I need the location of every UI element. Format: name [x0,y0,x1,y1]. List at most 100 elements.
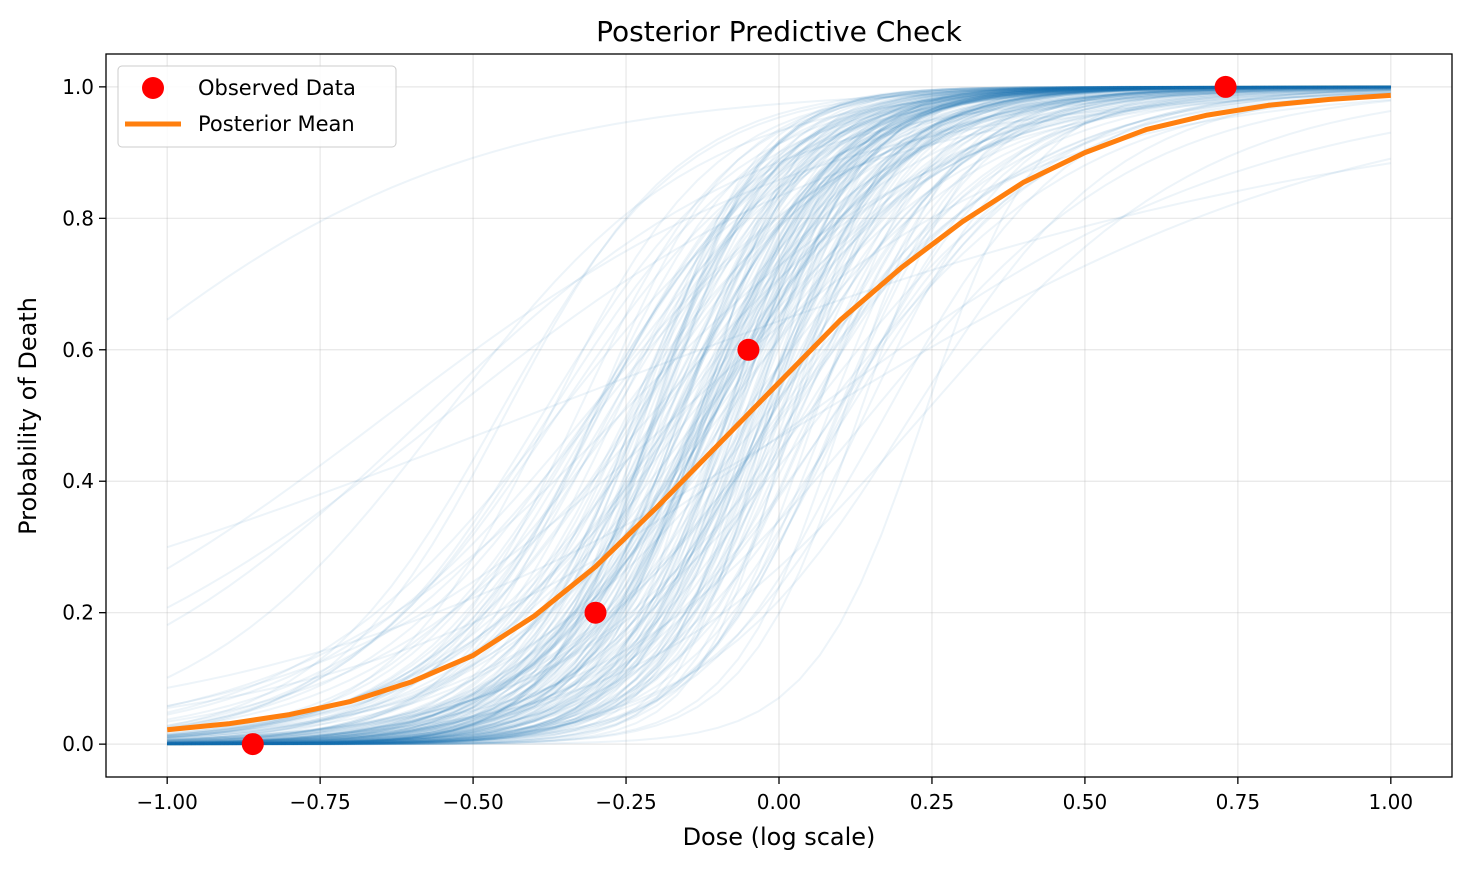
posterior-sample-line [167,86,1391,738]
posterior-sample-line [167,86,1391,739]
posterior-sample-line [167,90,1391,741]
posterior-sample-line [167,86,1391,745]
posterior-sample-line [167,85,1391,745]
posterior-sample-line [167,86,1391,746]
posterior-sample-line [167,85,1391,745]
posterior-sample-line [167,86,1391,737]
posterior-sample-line [167,88,1391,745]
posterior-sample-line [167,85,1391,743]
posterior-sample-line [167,92,1391,745]
posterior-sample-line [167,86,1391,744]
posterior-sample-line [167,92,1391,738]
posterior-sample-line [167,85,1391,746]
x-tick-label: 1.00 [1369,790,1414,814]
posterior-sample-line [167,85,1391,745]
posterior-sample-line [167,86,1391,736]
posterior-sample-line [167,85,1391,745]
y-tick-label: 0.0 [62,732,94,756]
posterior-sample-line [167,86,1391,738]
posterior-sample-line [167,85,1391,745]
posterior-sample-line [167,85,1391,746]
posterior-sample-line [167,85,1391,745]
posterior-samples [166,85,1392,746]
posterior-sample-line [167,87,1391,739]
posterior-sample-line [167,86,1391,744]
posterior-sample-line [167,85,1391,745]
posterior-sample-line [167,85,1391,743]
posterior-sample-line [167,85,1391,745]
posterior-sample-line [167,87,1391,744]
posterior-sample-line [167,85,1391,745]
posterior-sample-line [167,85,1391,746]
legend-marker-observed [142,77,164,99]
y-tick-label: 0.2 [62,601,94,625]
posterior-sample-line [167,85,1391,746]
posterior-sample-line [167,88,1391,736]
posterior-sample-line [167,86,1391,729]
posterior-sample-line [167,85,1391,746]
posterior-sample-line [167,85,1391,745]
posterior-sample-line [167,86,1391,743]
posterior-sample-line [167,85,1391,745]
posterior-sample-line [167,85,1391,746]
legend: Observed Data Posterior Mean [117,65,397,148]
posterior-sample-line [167,85,1391,745]
posterior-sample-line [167,85,1391,745]
posterior-sample-line [167,86,1391,746]
posterior-sample-line [167,85,1391,745]
grid [106,54,1452,777]
posterior-sample-line [167,85,1391,746]
observed-data-series [241,75,1237,756]
posterior-sample-line [167,85,1391,745]
posterior-sample-line [167,85,1391,745]
posterior-sample-line [167,85,1391,746]
posterior-sample-line [167,86,1391,744]
posterior-sample-line [167,85,1391,745]
posterior-sample-line [167,85,1391,745]
posterior-sample-line [167,86,1391,744]
posterior-sample-line [167,85,1391,742]
posterior-sample-line [167,85,1391,744]
posterior-sample-line [167,85,1391,746]
posterior-sample-line [167,85,1391,744]
observed-data-point [737,338,760,361]
posterior-sample-line [167,87,1391,730]
posterior-sample-line [167,89,1391,744]
posterior-sample-line [167,89,1391,723]
posterior-sample-line [167,88,1391,745]
posterior-sample-line [167,85,1391,746]
x-axis-label: Dose (log scale) [683,823,876,851]
observed-data-point [584,601,607,624]
posterior-sample-line [166,92,1391,570]
posterior-sample-line [167,85,1391,743]
posterior-sample-line [167,88,1391,739]
posterior-sample-line [167,85,1391,745]
posterior-sample-line [167,90,1391,741]
y-tick-label: 0.6 [62,338,94,362]
posterior-sample-line [166,87,1391,716]
posterior-sample-line [167,85,1391,746]
posterior-sample-line [167,85,1391,746]
posterior-sample-line [167,85,1391,746]
posterior-sample-line [167,85,1391,746]
posterior-sample-line [167,85,1391,745]
posterior-sample-line [167,85,1391,745]
x-axis-ticks: −1.00 −0.75 −0.50 −0.25 0.00 0.25 0.50 0.75 1.00 [137,777,1414,814]
posterior-sample-line [167,86,1391,743]
posterior-sample-line [167,85,1391,745]
posterior-sample-line [167,85,1391,746]
posterior-sample-line [167,85,1391,745]
posterior-sample-line [166,86,1391,321]
legend-box [117,65,397,148]
posterior-sample-line [167,87,1391,721]
posterior-sample-line [166,88,1391,626]
posterior-sample-line [167,86,1391,745]
posterior-sample-line [167,85,1391,745]
y-tick-label: 1.0 [62,75,94,99]
posterior-sample-line [167,85,1391,745]
x-tick-label: 0.00 [757,790,802,814]
posterior-sample-line [167,89,1391,740]
posterior-sample-line [167,86,1391,746]
posterior-sample-line [167,86,1391,727]
posterior-sample-line [167,85,1391,745]
